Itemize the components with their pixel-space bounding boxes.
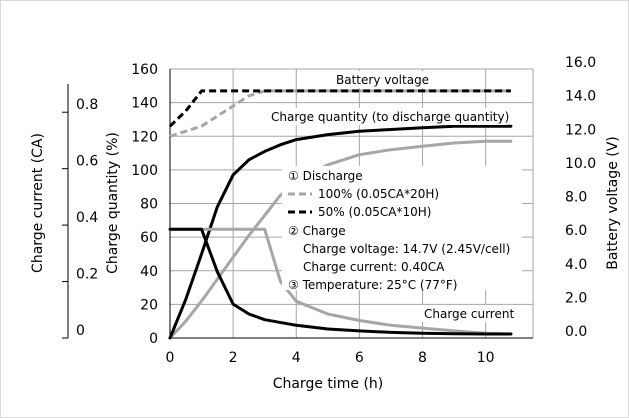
quantity-curve-label: Charge quantity (to discharge quantity) [271, 110, 509, 124]
x-tick-label: 6 [355, 350, 364, 366]
right-axis-title: Battery voltage (V) [605, 136, 621, 270]
legend-temperature: ③ Temperature: 25°C (77°F) [288, 278, 457, 292]
legend-discharge-heading: ① Discharge [288, 169, 363, 183]
left-tick-label: 60 [140, 230, 158, 246]
left-tick-label: 0 [149, 331, 158, 347]
left-axis-title: Charge quantity (%) [105, 132, 121, 274]
current-curve-label: Charge current [424, 307, 514, 321]
left-tick-label: 140 [131, 96, 158, 112]
right-tick-label: 6.0 [565, 223, 587, 239]
left-tick-label: 160 [131, 62, 158, 78]
right-tick-label: 8.0 [565, 190, 587, 206]
x-axis-title: Charge time (h) [273, 376, 384, 392]
x-tick-label: 4 [292, 350, 301, 366]
current-tick-label: 0.6 [76, 154, 98, 170]
right-tick-label: 16.0 [565, 55, 596, 71]
x-tick-label: 8 [418, 350, 427, 366]
x-tick-label: 10 [477, 350, 495, 366]
x-tick-label: 0 [166, 350, 175, 366]
legend-charge-voltage: Charge voltage: 14.7V (2.45V/cell) [303, 242, 510, 256]
right-tick-label: 0.0 [565, 324, 587, 340]
right-tick-label: 2.0 [565, 290, 587, 306]
right-tick-label: 14.0 [565, 89, 596, 105]
left-tick-label: 100 [131, 163, 158, 179]
legend-charge-heading: ② Charge [288, 224, 346, 238]
left-tick-label: 40 [140, 264, 158, 280]
current-tick-label: 0.4 [76, 210, 98, 226]
right-tick-label: 4.0 [565, 257, 587, 273]
left-tick-label: 20 [140, 297, 158, 313]
left-tick-label: 80 [140, 197, 158, 213]
x-tick-label: 2 [229, 350, 238, 366]
current-tick-label: 0.8 [76, 97, 98, 113]
left-tick-label: 120 [131, 129, 158, 145]
right-tick-label: 10.0 [565, 156, 596, 172]
legend-series-100: 100% (0.05CA*20H) [318, 187, 439, 201]
right-tick-label: 12.0 [565, 122, 596, 138]
current-axis-title: Charge current (CA) [30, 133, 46, 273]
current-tick-label: 0.2 [76, 267, 98, 283]
legend-series-50: 50% (0.05CA*10H) [318, 205, 431, 219]
voltage-curve-label: Battery voltage [336, 73, 429, 87]
legend-charge-current: Charge current: 0.40CA [303, 260, 445, 274]
current-tick-label: 0 [76, 323, 85, 339]
